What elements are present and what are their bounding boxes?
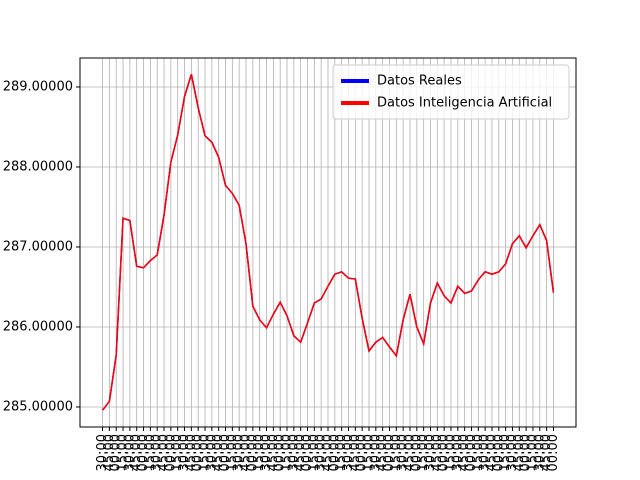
x-tick-label: 30:00 [368, 434, 383, 471]
legend-label: Datos Inteligencia Artificial [377, 96, 552, 111]
x-tick-label: 15:00 [471, 434, 486, 471]
x-tick-label: 45:00 [375, 434, 390, 471]
x-tick-label: 45:00 [102, 434, 117, 471]
x-tick-label: 15:00 [334, 434, 349, 471]
x-tick-label: 45:00 [129, 434, 144, 471]
x-tick-label: 15:00 [416, 434, 431, 471]
x-tick-label: 00:00 [109, 434, 124, 471]
x-tick-label: 15:00 [525, 434, 540, 471]
x-tick-label: 45:00 [539, 434, 554, 471]
x-tick-label: 30:00 [95, 434, 110, 471]
x-tick-label: 45:00 [402, 434, 417, 471]
y-tick-label: 289.00000 [3, 80, 73, 95]
x-tick-label: 45:00 [512, 434, 527, 471]
x-tick-label: 15:00 [116, 434, 131, 471]
x-tick-label: 00:00 [218, 434, 233, 471]
x-tick-label: 00:00 [191, 434, 206, 471]
x-tick-label: 15:00 [307, 434, 322, 471]
x-tick-label: 00:00 [437, 434, 452, 471]
x-tick-label: 30:00 [396, 434, 411, 471]
x-tick-label: 30:00 [204, 434, 219, 471]
x-tick-label: 45:00 [211, 434, 226, 471]
legend-box [332, 64, 570, 120]
x-tick-label: 30:00 [505, 434, 520, 471]
x-tick-label: 30:00 [423, 434, 438, 471]
y-tick-label: 288.00000 [3, 160, 73, 175]
y-tick-label: 286.00000 [3, 320, 73, 335]
x-tick-label: 15:00 [143, 434, 158, 471]
x-tick-label: 00:00 [491, 434, 506, 471]
x-tick-label: 45:00 [457, 434, 472, 471]
x-tick-label: 00:00 [546, 434, 561, 471]
x-tick-label: 30:00 [286, 434, 301, 471]
y-tick-label: 285.00000 [3, 400, 73, 415]
x-tick-label: 00:00 [245, 434, 260, 471]
y-tick-label: 287.00000 [3, 240, 73, 255]
x-tick-label: 00:00 [409, 434, 424, 471]
x-tick-label: 45:00 [293, 434, 308, 471]
x-tick-label: 30:00 [259, 434, 274, 471]
x-tick-label: 00:00 [355, 434, 370, 471]
plot-frame [79, 57, 577, 428]
x-tick-label: 15:00 [361, 434, 376, 471]
x-tick-label: 15:00 [498, 434, 513, 471]
x-tick-label: 00:00 [163, 434, 178, 471]
x-tick-label: 15:00 [225, 434, 240, 471]
x-tick-label: 15:00 [252, 434, 267, 471]
x-tick-label: 45:00 [430, 434, 445, 471]
x-tick-label: 30:00 [177, 434, 192, 471]
x-tick-label: 00:00 [519, 434, 534, 471]
x-tick-label: 00:00 [327, 434, 342, 471]
x-tick-label: 30:00 [532, 434, 547, 471]
legend-label: Datos Reales [377, 74, 462, 89]
x-tick-label: 45:00 [157, 434, 172, 471]
x-tick-label: 30:00 [122, 434, 137, 471]
x-tick-label: 30:00 [314, 434, 329, 471]
x-tick-label: 00:00 [464, 434, 479, 471]
x-tick-label: 15:00 [443, 434, 458, 471]
x-tick-label: 15:00 [198, 434, 213, 471]
x-tick-label: 45:00 [484, 434, 499, 471]
x-tick-label: 15:00 [389, 434, 404, 471]
x-tick-label: 00:00 [273, 434, 288, 471]
x-tick-label: 45:00 [184, 434, 199, 471]
x-tick-label: 30:00 [478, 434, 493, 471]
x-tick-label: 30:00 [232, 434, 247, 471]
x-tick-label: 00:00 [382, 434, 397, 471]
series-line [101, 73, 555, 411]
x-tick-label: 00:00 [136, 434, 151, 471]
x-tick-label: 15:00 [170, 434, 185, 471]
x-tick-label: 45:00 [266, 434, 281, 471]
x-tick-label: 45:00 [239, 434, 254, 471]
x-tick-label: 45:00 [348, 434, 363, 471]
legend: Datos Reales Datos Inteligencia Artificia… [332, 64, 570, 120]
x-tick-label: 30:00 [341, 434, 356, 471]
x-tick-label: 30:00 [450, 434, 465, 471]
x-tick-label: 30:00 [150, 434, 165, 471]
x-tick-label: 45:00 [321, 434, 336, 471]
x-tick-label: 15:00 [280, 434, 295, 471]
x-tick-label: 00:00 [300, 434, 315, 471]
